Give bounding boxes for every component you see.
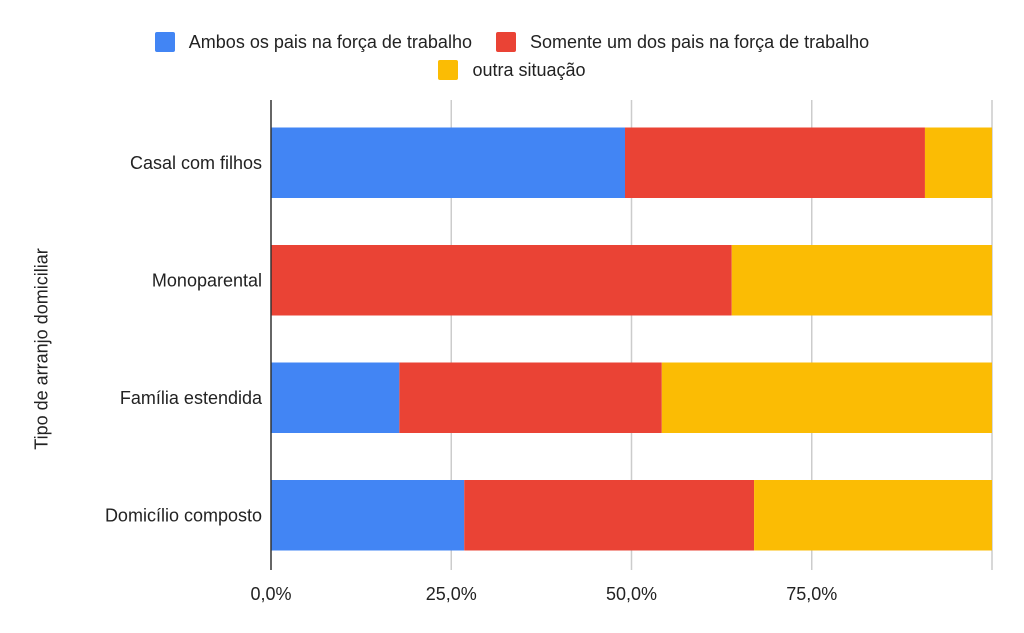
- y-tick-label-2: Família estendida: [120, 388, 263, 408]
- legend-swatch-somente: [495, 32, 516, 52]
- bar-1-series-1: [271, 245, 732, 316]
- bar-3-series-1: [464, 480, 755, 551]
- bar-2-series-2: [661, 362, 992, 433]
- y-tick-label-1: Monoparental: [152, 270, 262, 290]
- legend-item-somente[interactable]: Somente um dos pais na força de trabalho: [495, 31, 870, 53]
- bar-0-series-1: [625, 127, 925, 198]
- x-tick-label-0: 0,0%: [250, 584, 291, 604]
- bar-0-series-2: [924, 127, 992, 198]
- bar-2-series-1: [399, 362, 662, 433]
- legend-row-2: outra situação: [0, 56, 1024, 84]
- legend-row-1: Ambos os pais na força de trabalho Somen…: [0, 28, 1024, 56]
- y-tick-label-0: Casal com filhos: [130, 153, 262, 173]
- bar-2-series-0: [271, 362, 400, 433]
- bar-3-series-2: [754, 480, 992, 551]
- legend: Ambos os pais na força de trabalho Somen…: [0, 28, 1024, 84]
- x-tick-label-1: 25,0%: [426, 584, 477, 604]
- legend-label-outra: outra situação: [472, 59, 586, 80]
- legend-swatch-ambos: [154, 32, 175, 52]
- legend-item-outra[interactable]: outra situação: [438, 59, 586, 81]
- legend-item-ambos[interactable]: Ambos os pais na força de trabalho: [154, 31, 472, 53]
- legend-swatch-outra: [438, 60, 459, 80]
- bar-3-series-0: [271, 480, 465, 551]
- x-tick-label-3: 75,0%: [786, 584, 837, 604]
- y-tick-label-3: Domicílio composto: [105, 505, 262, 525]
- legend-label-ambos: Ambos os pais na força de trabalho: [188, 31, 472, 52]
- x-tick-label-2: 50,0%: [606, 584, 657, 604]
- bar-0-series-0: [271, 127, 626, 198]
- bar-1-series-2: [731, 245, 992, 316]
- legend-label-somente: Somente um dos pais na força de trabalho: [529, 31, 870, 52]
